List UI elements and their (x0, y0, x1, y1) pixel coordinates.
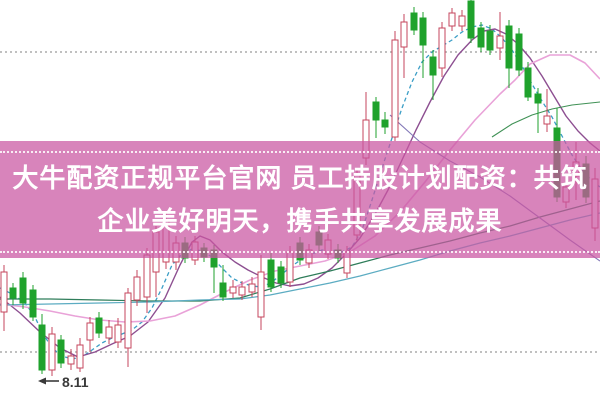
candle-body (248, 283, 256, 293)
candle-body (67, 355, 75, 365)
candle-body (400, 21, 408, 48)
candle-body (95, 317, 103, 334)
candle-body (29, 289, 37, 318)
candle-body (19, 277, 27, 304)
promo-banner: 大牛配资正规平台官网 员工持股计划配资：共筑 企业美好明天，携手共享发展成果 (0, 141, 600, 258)
candle-body (238, 286, 246, 296)
promo-title: 大牛配资正规平台官网 员工持股计划配资：共筑 企业美好明天，携手共享发展成果 (0, 157, 600, 243)
candle-body (505, 25, 513, 69)
candle-body (477, 27, 485, 48)
dotted-gridline-in-banner (0, 151, 600, 153)
candle-body (486, 30, 494, 51)
candle-body (105, 326, 113, 339)
candle-body (496, 35, 504, 49)
candle-body (410, 12, 418, 31)
candle-body (429, 56, 437, 76)
candle-body (114, 324, 122, 343)
candle-body (229, 286, 237, 294)
dotted-gridline-in-banner (0, 251, 600, 253)
candle-body (257, 271, 265, 318)
promo-title-line2: 企业美好明天，携手共享发展成果 (97, 205, 503, 236)
candle-body (133, 276, 141, 301)
left-arrow-icon (38, 377, 46, 385)
candle-body (277, 266, 285, 284)
candle-body (38, 324, 46, 371)
ma-line-green-mid (491, 101, 600, 138)
candle-body (86, 322, 94, 341)
promo-title-line1: 大牛配资正规平台官网 员工持股计划配资：共筑 (12, 162, 588, 193)
candle-body (381, 119, 389, 128)
candle-body (124, 292, 132, 349)
candle-body (534, 93, 542, 104)
candle-body (0, 271, 8, 313)
candle-body (219, 282, 227, 298)
candle-body (76, 344, 84, 369)
low-price-label: 8.11 (62, 374, 89, 390)
candle-body (9, 287, 17, 299)
candle-body (438, 27, 446, 69)
candle-body (267, 259, 275, 288)
candle-body (515, 33, 523, 71)
candle-body (524, 67, 532, 98)
candle-body (391, 39, 399, 138)
candle-body (48, 333, 56, 371)
candle-body (419, 17, 427, 46)
candle-body (372, 101, 380, 121)
candle-body (143, 254, 151, 298)
candle-body (543, 115, 551, 125)
candle-body (467, 0, 475, 39)
candle-body (57, 339, 65, 364)
candle-body (458, 15, 466, 27)
candle-body (448, 12, 456, 27)
